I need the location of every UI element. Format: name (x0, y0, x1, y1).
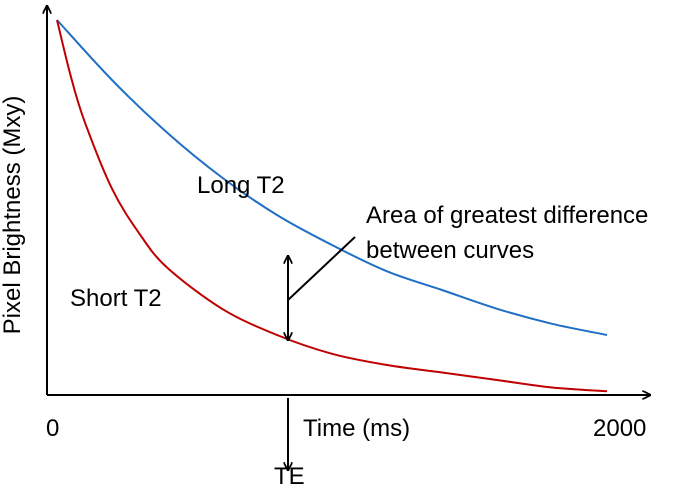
te-label: TE (274, 463, 305, 490)
x-axis-label: Time (ms) (303, 415, 410, 442)
callout-leader-line (287, 236, 356, 301)
long-t2-label: Long T2 (197, 172, 285, 199)
short-t2-label: Short T2 (70, 285, 162, 312)
short-t2-curve (56, 19, 608, 393)
callout-text-line2: between curves (366, 237, 534, 264)
x-tick-0: 0 (46, 415, 59, 442)
y-axis-label: Pixel Brightness (Mxy) (0, 96, 26, 335)
long-t2-curve (56, 19, 608, 336)
x-tick-2000: 2000 (593, 415, 646, 442)
callout-text-line1: Area of greatest difference (366, 202, 648, 229)
